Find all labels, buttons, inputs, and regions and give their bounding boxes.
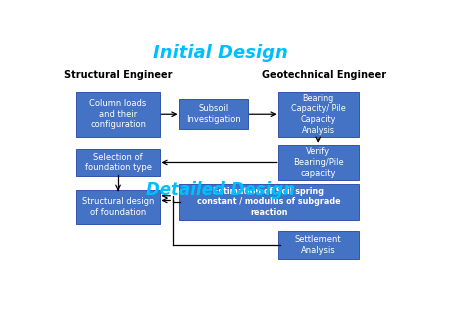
Text: Initial Design: Initial Design: [154, 44, 288, 62]
Text: Estimation of Soil spring
constant / modulus of subgrade
reaction: Estimation of Soil spring constant / mod…: [197, 187, 340, 217]
FancyBboxPatch shape: [179, 184, 359, 220]
FancyBboxPatch shape: [278, 232, 359, 259]
FancyBboxPatch shape: [179, 100, 248, 129]
Text: Verify
Bearing/Pile
capacity: Verify Bearing/Pile capacity: [293, 147, 344, 178]
FancyBboxPatch shape: [76, 92, 160, 137]
Text: Subsoil
Investigation: Subsoil Investigation: [186, 104, 241, 124]
FancyBboxPatch shape: [278, 145, 359, 180]
Text: Column loads
and their
configuration: Column loads and their configuration: [90, 99, 146, 129]
Text: Bearing
Capacity/ Pile
Capacity
Analysis: Bearing Capacity/ Pile Capacity Analysis: [291, 94, 346, 135]
Text: Structural Engineer: Structural Engineer: [64, 70, 172, 80]
Text: Detailed Design: Detailed Design: [146, 181, 295, 199]
FancyBboxPatch shape: [278, 92, 359, 137]
FancyBboxPatch shape: [76, 149, 160, 176]
FancyBboxPatch shape: [76, 190, 160, 223]
Text: Settlement
Analysis: Settlement Analysis: [295, 235, 342, 255]
Text: Structural design
of foundation: Structural design of foundation: [82, 197, 154, 217]
Text: Geotechnical Engineer: Geotechnical Engineer: [262, 70, 386, 80]
Text: Selection of
foundation type: Selection of foundation type: [84, 153, 152, 172]
